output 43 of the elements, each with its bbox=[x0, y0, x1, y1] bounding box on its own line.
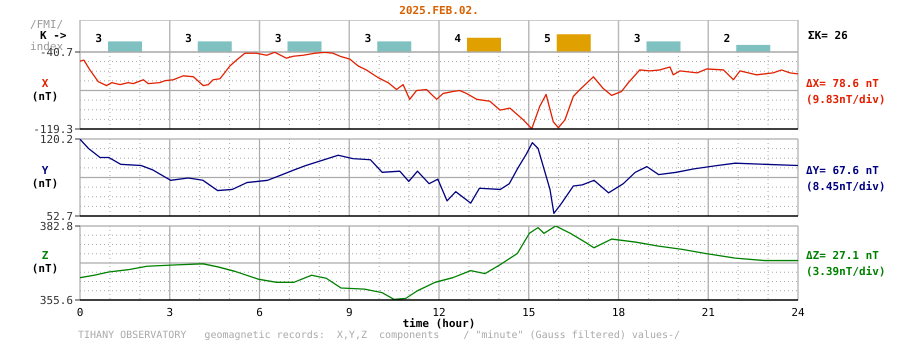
data-label: 3 bbox=[185, 32, 192, 45]
text: ΔZ= 27.1 nT bbox=[806, 249, 879, 262]
bar bbox=[377, 41, 412, 52]
chart-title: 2025.FEB.02. bbox=[398, 4, 480, 17]
x-tick-label: 0 bbox=[76, 306, 84, 319]
data-label: 3 bbox=[95, 32, 102, 45]
x-axis-title: time (hour) bbox=[402, 317, 476, 330]
bar bbox=[108, 41, 142, 52]
text: K -> bbox=[40, 29, 66, 42]
data-label: 3 bbox=[364, 32, 372, 45]
y-axis-title: X (nT) bbox=[30, 76, 60, 102]
y-axis-title: Y (nT) bbox=[30, 164, 60, 190]
x-tick-label: 24 bbox=[791, 306, 805, 319]
x-tick-label: 18 bbox=[612, 306, 626, 319]
data-label: 3 bbox=[274, 32, 282, 45]
x-tick-label: 6 bbox=[256, 306, 263, 319]
text: (8.45nT/div) bbox=[806, 180, 886, 192]
bar bbox=[467, 38, 501, 52]
bar bbox=[198, 41, 232, 52]
text: ΣK= 26 bbox=[808, 29, 848, 42]
x-tick-label: 3 bbox=[166, 306, 174, 319]
data-label: 5 bbox=[544, 32, 551, 45]
data-label: 3 bbox=[634, 32, 640, 45]
text: (3.39nT/div) bbox=[806, 265, 886, 278]
text: ΔX= 78.6 nT bbox=[806, 76, 879, 90]
line-series bbox=[80, 139, 798, 214]
data-label: 4 bbox=[454, 32, 462, 45]
bar bbox=[736, 44, 770, 52]
text: /FMI/ bbox=[30, 18, 64, 31]
y-axis-title: Z (nT) bbox=[30, 249, 60, 275]
text: TIHANY OBSERVATORY geomagnetic records: X,Y,Z components / "minute" (Gauss filtered) values-/ bbox=[78, 330, 680, 340]
x-tick-label: 9 bbox=[346, 306, 353, 319]
data-label: 2 bbox=[724, 32, 730, 45]
bar bbox=[288, 41, 322, 52]
y-tick-label: 355.6 bbox=[40, 294, 73, 307]
x-tick-label: 15 bbox=[522, 306, 536, 319]
line-series bbox=[80, 226, 798, 300]
x-tick-label: 12 bbox=[432, 306, 446, 319]
text: (9.83nT/div) bbox=[806, 92, 886, 106]
x-tick-label: 21 bbox=[702, 306, 715, 319]
bar bbox=[556, 34, 591, 52]
text: ΔY= 67.6 nT bbox=[806, 164, 879, 176]
bar bbox=[646, 41, 680, 52]
